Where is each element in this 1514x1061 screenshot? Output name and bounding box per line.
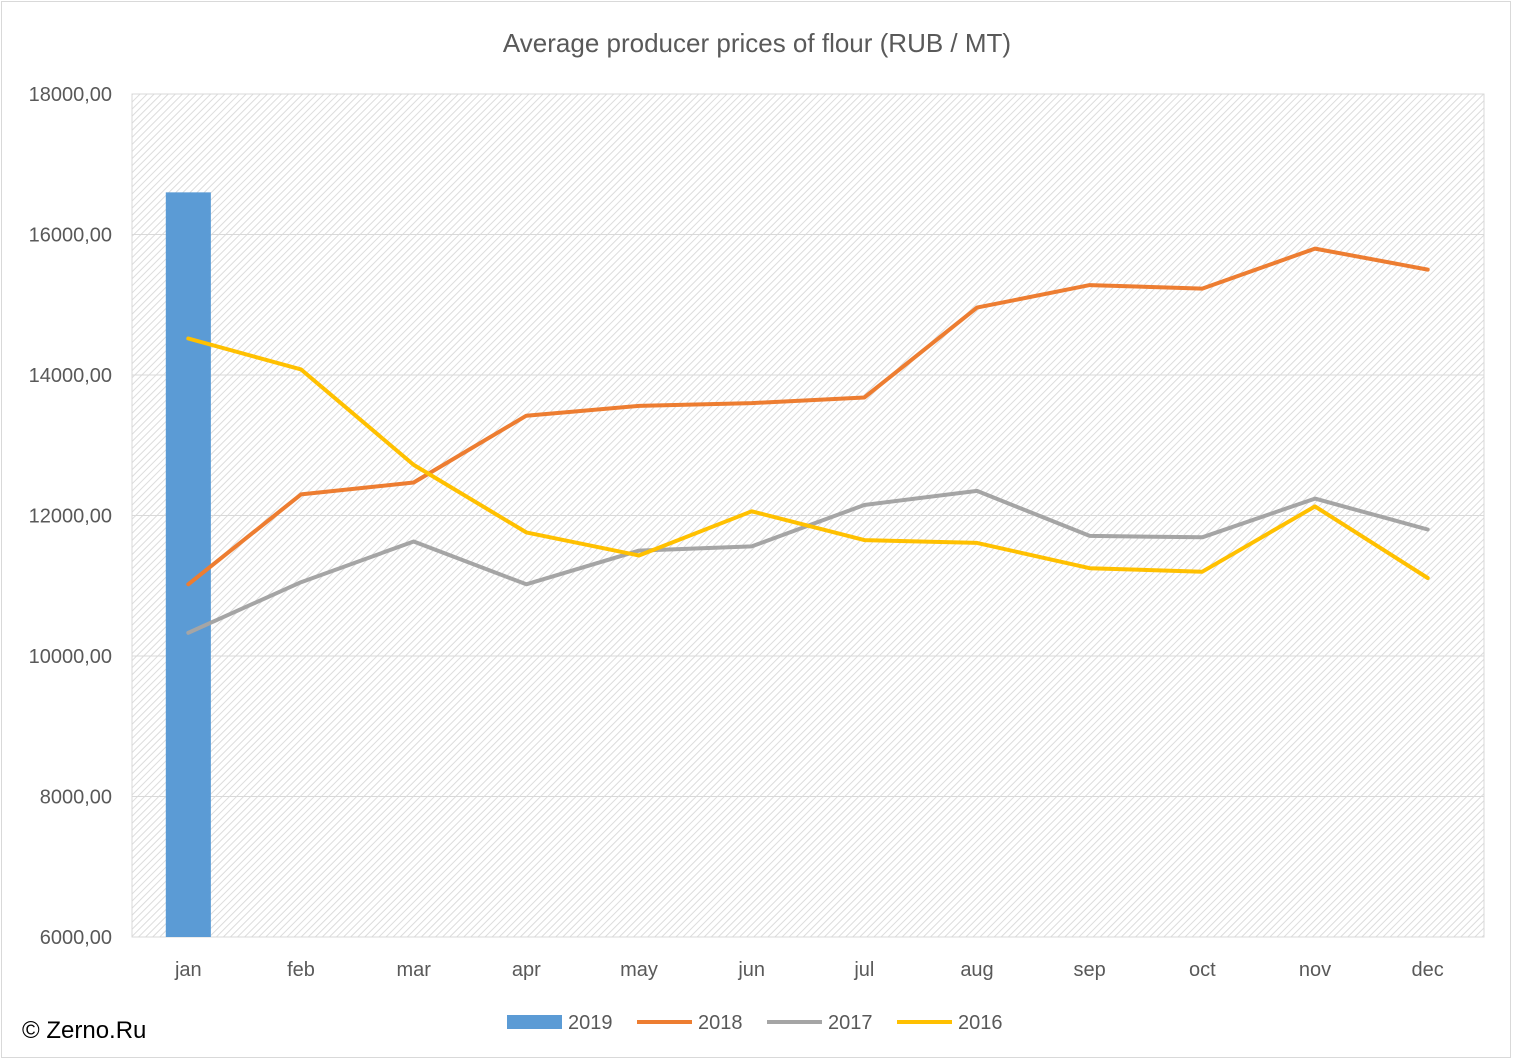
point-2016-dec xyxy=(1427,577,1429,579)
point-2018-aug xyxy=(976,307,978,309)
point-2018-apr xyxy=(525,415,527,417)
legend-swatch-2019 xyxy=(507,1015,562,1029)
point-2016-aug xyxy=(976,542,978,544)
legend: 2019 2018 2017 2016 xyxy=(507,1012,1003,1034)
point-2018-dec xyxy=(1427,269,1429,271)
point-2017-oct xyxy=(1201,536,1203,538)
y-tick-label: 14000,00 xyxy=(29,365,112,387)
x-tick-label: nov xyxy=(1299,959,1331,981)
point-2017-nov xyxy=(1314,498,1316,500)
point-2017-aug xyxy=(976,490,978,492)
point-2016-sep xyxy=(1089,567,1091,569)
point-2018-mar xyxy=(413,481,415,483)
point-2017-feb xyxy=(300,581,302,583)
point-2016-jun xyxy=(751,510,753,512)
x-tick-label: jul xyxy=(853,959,874,981)
y-tick-label: 16000,00 xyxy=(29,225,112,247)
point-2017-may xyxy=(638,550,640,552)
y-tick-label: 12000,00 xyxy=(29,506,112,528)
x-tick-label: feb xyxy=(287,959,315,981)
point-2017-dec xyxy=(1427,529,1429,531)
x-tick-label: oct xyxy=(1189,959,1216,981)
gridlines xyxy=(132,93,1484,938)
point-2018-may xyxy=(638,405,640,407)
x-tick-label: apr xyxy=(512,959,541,981)
x-tick-label: dec xyxy=(1412,959,1444,981)
line-series xyxy=(186,246,1430,635)
point-2017-sep xyxy=(1089,535,1091,537)
point-2018-jan xyxy=(187,583,189,585)
y-axis: 6000,00 8000,00 10000,00 12000,00 14000,00 16… xyxy=(29,84,112,949)
point-2016-apr xyxy=(525,531,527,533)
x-axis: jan feb mar apr may jun jul aug sep oct nov dec xyxy=(174,959,1444,981)
point-2018-jul xyxy=(863,396,865,398)
point-2018-nov xyxy=(1314,248,1316,250)
bar-2019-jan xyxy=(165,192,211,938)
point-2018-feb xyxy=(300,493,302,495)
point-2016-jan xyxy=(187,337,189,339)
point-2016-feb xyxy=(300,368,302,370)
point-2016-oct xyxy=(1201,571,1203,573)
x-tick-label: aug xyxy=(960,959,993,981)
chart-title: Average producer prices of flour (RUB / … xyxy=(503,28,1011,58)
bar-series xyxy=(165,192,211,938)
y-tick-label: 18000,00 xyxy=(29,84,112,106)
point-2017-jun xyxy=(751,545,753,547)
point-2017-mar xyxy=(413,540,415,542)
point-2016-jul xyxy=(863,539,865,541)
x-tick-label: may xyxy=(620,959,658,981)
point-2018-sep xyxy=(1089,284,1091,286)
line-series-2016 xyxy=(186,336,1430,580)
legend-label-2018: 2018 xyxy=(698,1012,743,1034)
x-tick-label: sep xyxy=(1074,959,1106,981)
legend-label-2016: 2016 xyxy=(958,1012,1003,1034)
x-tick-label: jun xyxy=(737,959,765,981)
point-2018-oct xyxy=(1201,288,1203,290)
line-series-2018 xyxy=(186,246,1430,587)
copyright-text: © Zerno.Ru xyxy=(22,1017,147,1044)
point-2017-jan xyxy=(187,632,189,634)
point-2017-jul xyxy=(863,504,865,506)
y-tick-label: 6000,00 xyxy=(40,927,112,949)
legend-label-2019: 2019 xyxy=(568,1012,613,1034)
point-2016-nov xyxy=(1314,505,1316,507)
point-2018-jun xyxy=(751,402,753,404)
point-2017-apr xyxy=(525,583,527,585)
x-tick-label: jan xyxy=(174,959,202,981)
point-2016-mar xyxy=(413,464,415,466)
y-tick-label: 8000,00 xyxy=(40,787,112,809)
y-tick-label: 10000,00 xyxy=(29,646,112,668)
legend-label-2017: 2017 xyxy=(828,1012,873,1034)
x-tick-label: mar xyxy=(396,959,431,981)
point-2016-may xyxy=(638,555,640,557)
